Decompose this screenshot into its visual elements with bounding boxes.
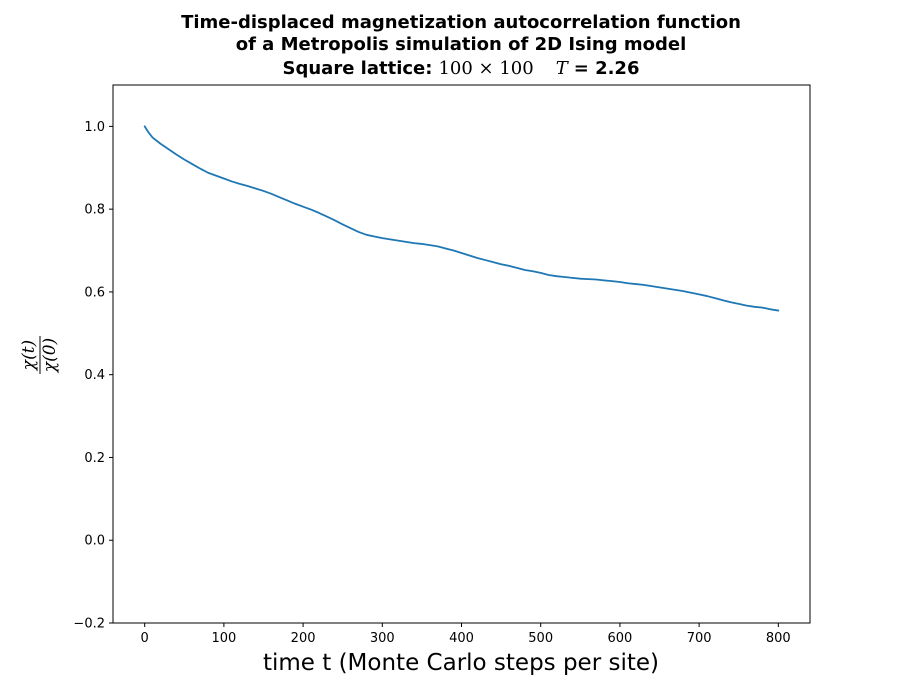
subtitle-temp-symbol: T (556, 58, 570, 79)
x-axis-label: time t (Monte Carlo steps per site) (263, 650, 659, 676)
subtitle-temp-value: = 2.26 (574, 58, 640, 79)
x-axis-ticks: 0 100 200 300 400 500 600 700 800 (141, 623, 791, 646)
title-line-3: Square lattice: 100 × 100 T = 2.26 (283, 58, 640, 79)
title-line-2: of a Metropolis simulation of 2D Ising m… (236, 34, 687, 55)
y-axis-label-numerator: χ(t) (19, 340, 39, 371)
x-tick-label: 200 (291, 631, 316, 646)
x-tick-label: 600 (607, 631, 632, 646)
title-line-1: Time-displaced magnetization autocorrela… (181, 12, 741, 33)
x-tick-label: 300 (370, 631, 395, 646)
subtitle-lattice-size: 100 × 100 (438, 58, 533, 79)
y-tick-label: 0.6 (84, 285, 105, 300)
x-tick-label: 400 (449, 631, 474, 646)
x-tick-label: 700 (687, 631, 712, 646)
y-tick-label: 0.8 (84, 203, 105, 218)
series-layer (143, 125, 780, 312)
plot-frame (112, 84, 811, 624)
y-axis-label-denominator: χ(0) (40, 338, 60, 373)
x-tick-label: 0 (141, 631, 149, 646)
series-line-0 (143, 125, 780, 312)
y-axis-ticks: −0.2 0.0 0.2 0.4 0.6 0.8 1.0 (73, 120, 113, 632)
x-tick-label: 500 (528, 631, 553, 646)
chart-title: Time-displaced magnetization autocorrela… (181, 12, 741, 79)
y-tick-label: 0.4 (84, 368, 105, 383)
x-tick-label: 100 (211, 631, 236, 646)
subtitle-prefix: Square lattice: (283, 58, 433, 79)
y-tick-label: 0.0 (84, 534, 105, 549)
y-tick-label: 0.2 (84, 451, 105, 466)
y-tick-label: −0.2 (73, 617, 105, 632)
y-tick-label: 1.0 (84, 120, 105, 135)
x-tick-label: 800 (766, 631, 791, 646)
y-axis-label: χ(t) χ(0) (19, 336, 60, 374)
